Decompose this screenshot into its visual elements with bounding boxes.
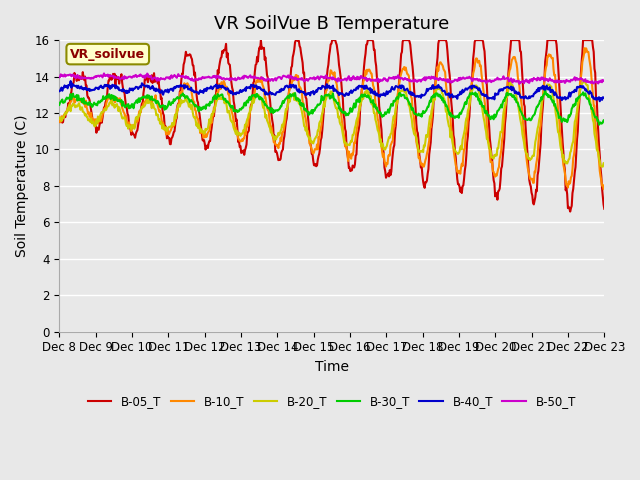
Text: VR_soilvue: VR_soilvue	[70, 48, 145, 60]
B-30_T	[177, 93, 184, 98]
Title: VR SoilVue B Temperature: VR SoilVue B Temperature	[214, 15, 449, 33]
B-20_T	[398, 88, 406, 94]
B-05_T	[399, 39, 406, 45]
B-50_T	[600, 78, 608, 84]
B-30_T	[541, 87, 549, 93]
B-10_T	[177, 89, 184, 95]
B-10_T	[580, 45, 588, 51]
Y-axis label: Soil Temperature (C): Soil Temperature (C)	[15, 115, 29, 257]
B-10_T	[205, 128, 213, 133]
B-40_T	[415, 94, 422, 100]
Line: B-10_T: B-10_T	[60, 48, 604, 189]
B-05_T	[56, 117, 63, 122]
B-40_T	[206, 85, 214, 91]
B-05_T	[65, 103, 73, 108]
Line: B-20_T: B-20_T	[60, 81, 604, 167]
B-30_T	[205, 103, 213, 108]
B-30_T	[600, 117, 608, 123]
B-40_T	[177, 83, 185, 88]
B-50_T	[516, 81, 524, 87]
B-20_T	[599, 164, 607, 169]
B-30_T	[65, 95, 73, 100]
Legend: B-05_T, B-10_T, B-20_T, B-30_T, B-40_T, B-50_T: B-05_T, B-10_T, B-20_T, B-30_T, B-40_T, …	[83, 390, 580, 413]
B-50_T	[399, 76, 406, 82]
B-10_T	[414, 146, 422, 152]
B-20_T	[65, 102, 73, 108]
B-10_T	[398, 68, 406, 74]
B-50_T	[122, 74, 130, 80]
B-05_T	[177, 87, 184, 93]
B-30_T	[56, 102, 63, 108]
B-10_T	[65, 107, 73, 113]
B-05_T	[292, 37, 300, 43]
B-20_T	[177, 101, 184, 107]
B-40_T	[596, 98, 604, 104]
B-50_T	[415, 78, 422, 84]
B-05_T	[600, 206, 608, 212]
B-40_T	[600, 95, 608, 100]
B-20_T	[205, 117, 213, 122]
Line: B-30_T: B-30_T	[60, 90, 604, 125]
B-50_T	[56, 74, 63, 80]
B-50_T	[100, 71, 108, 76]
B-40_T	[65, 83, 73, 88]
B-50_T	[65, 72, 73, 78]
B-50_T	[177, 73, 185, 79]
B-05_T	[205, 138, 213, 144]
Line: B-40_T: B-40_T	[60, 81, 604, 101]
B-30_T	[122, 105, 129, 110]
B-10_T	[122, 114, 129, 120]
B-40_T	[67, 78, 74, 84]
B-20_T	[580, 78, 588, 84]
B-30_T	[398, 92, 406, 98]
B-40_T	[122, 90, 130, 96]
Line: B-50_T: B-50_T	[60, 73, 604, 84]
B-50_T	[206, 74, 214, 80]
B-05_T	[415, 139, 422, 144]
B-40_T	[56, 88, 63, 94]
B-20_T	[56, 116, 63, 121]
B-20_T	[122, 116, 129, 122]
B-05_T	[122, 96, 129, 102]
B-30_T	[414, 113, 422, 119]
B-30_T	[595, 122, 603, 128]
B-20_T	[414, 143, 422, 148]
B-40_T	[399, 84, 406, 90]
B-20_T	[600, 160, 608, 166]
X-axis label: Time: Time	[315, 360, 349, 374]
B-10_T	[56, 115, 63, 120]
B-05_T	[566, 209, 574, 215]
B-10_T	[600, 186, 608, 192]
Line: B-05_T: B-05_T	[60, 40, 604, 212]
